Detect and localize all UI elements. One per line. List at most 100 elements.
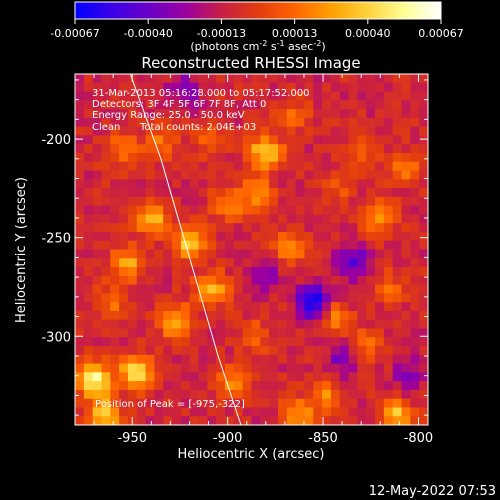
heatmap-cell (366, 328, 376, 338)
heatmap-cell (180, 293, 191, 303)
heatmap-cell (189, 223, 200, 233)
heatmap-cell (357, 293, 367, 303)
heatmap-cell (260, 416, 270, 425)
heatmap-cell (145, 205, 156, 216)
heatmap-cell (277, 205, 288, 216)
heatmap-cell (392, 161, 403, 172)
heatmap-cell (83, 319, 94, 330)
heatmap-cell (269, 240, 279, 251)
heatmap-cell (136, 91, 147, 101)
heatmap-cell (119, 82, 129, 93)
heatmap-cell (207, 135, 217, 145)
heatmap-cell (83, 284, 94, 294)
heatmap-cell (127, 337, 138, 347)
heatmap-cell (180, 267, 191, 277)
heatmap-cell (286, 354, 297, 365)
heatmap-cell (216, 161, 226, 172)
heatmap-cell (339, 363, 350, 373)
heatmap-cell (163, 381, 173, 391)
heatmap-cell (189, 100, 200, 110)
heatmap-cell (260, 407, 270, 417)
heatmap-cell (375, 328, 385, 338)
heatmap-cell (154, 389, 164, 400)
heatmap-cell (233, 109, 244, 119)
heatmap-cell (295, 152, 306, 163)
heatmap-cell (127, 82, 138, 93)
heatmap-cell (295, 196, 306, 207)
heatmap-cell (83, 205, 94, 216)
heatmap-cell (269, 188, 279, 198)
heatmap-cell (180, 249, 191, 259)
heatmap-cell (322, 398, 332, 409)
heatmap-cell (189, 258, 200, 268)
heatmap-cell (277, 82, 288, 93)
heatmap-cell (269, 284, 279, 294)
heatmap-cell (242, 135, 253, 145)
heatmap-cell (251, 293, 261, 303)
heatmap-cell (375, 363, 385, 373)
heatmap-cell (172, 275, 182, 286)
heatmap-cell (83, 398, 94, 409)
heatmap-cell (401, 267, 411, 277)
heatmap-cell (154, 82, 164, 93)
heatmap-cell (216, 205, 226, 216)
heatmap-cell (348, 74, 358, 84)
heatmap-cell (269, 416, 279, 425)
heatmap-cell (233, 346, 244, 356)
heatmap-cell (216, 381, 226, 391)
heatmap-cell (225, 152, 235, 163)
heatmap-cell (277, 231, 288, 242)
heatmap-cell (269, 82, 279, 93)
heatmap-cell (251, 135, 261, 145)
heatmap-cell (83, 363, 94, 373)
heatmap-cell (83, 144, 94, 154)
heatmap-cell (101, 293, 111, 303)
heatmap-cell (154, 214, 164, 224)
heatmap-cell (242, 152, 253, 163)
heatmap-cell (163, 398, 173, 409)
heatmap-cell (304, 117, 314, 128)
heatmap-cell (410, 161, 420, 172)
heatmap-cell (375, 74, 385, 84)
heatmap-cell (127, 328, 138, 338)
heatmap-cell (401, 117, 411, 128)
heatmap-cell (339, 407, 350, 417)
heatmap-cell (330, 337, 341, 347)
heatmap-cell (322, 231, 332, 242)
heatmap-cell (163, 144, 173, 154)
heatmap-cell (304, 144, 314, 154)
heatmap-cell (286, 249, 297, 259)
heatmap-cell (216, 319, 226, 330)
heatmap-cell (419, 328, 428, 338)
heatmap-cell (260, 337, 270, 347)
heatmap-cell (207, 258, 217, 268)
annotation-peak-position: Position of Peak = [-975,-322] (95, 399, 245, 410)
heatmap-cell (419, 179, 428, 189)
heatmap-cell (233, 205, 244, 216)
heatmap-cell (269, 152, 279, 163)
heatmap-cell (198, 179, 208, 189)
heatmap-cell (92, 284, 103, 294)
heatmap-cell (101, 416, 111, 425)
heatmap-cell (392, 179, 403, 189)
heatmap-cell (277, 74, 288, 84)
heatmap-cell (339, 109, 350, 119)
heatmap-cell (383, 319, 394, 330)
heatmap-cell (242, 407, 253, 417)
heatmap-cell (110, 144, 120, 154)
heatmap-cell (189, 293, 200, 303)
heatmap-cell (348, 144, 358, 154)
heatmap-cell (198, 117, 208, 128)
heatmap-cell (154, 205, 164, 216)
heatmap-cell (357, 170, 367, 180)
heatmap-cell (330, 152, 341, 163)
heatmap-cell (189, 74, 200, 84)
heatmap-cell (75, 389, 85, 400)
heatmap-cell (207, 126, 217, 137)
heatmap-cell (136, 126, 147, 137)
heatmap-cell (392, 302, 403, 312)
heatmap-cell (375, 284, 385, 294)
heatmap-cell (172, 284, 182, 294)
heatmap-cell (163, 275, 173, 286)
heatmap-cell (269, 179, 279, 189)
